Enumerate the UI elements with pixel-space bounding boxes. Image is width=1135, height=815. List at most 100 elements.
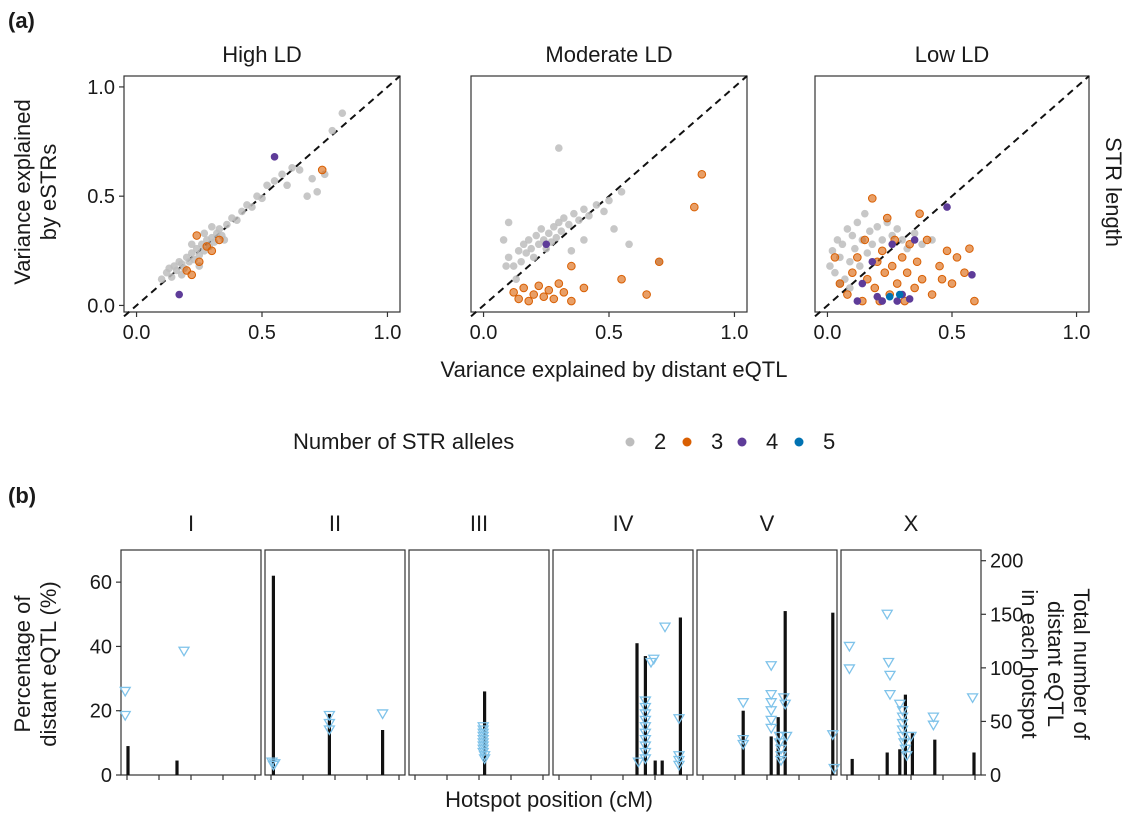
data-point-2-alleles [866, 227, 874, 235]
data-point-2-alleles [519, 240, 528, 249]
hotspot-bar [903, 694, 907, 775]
hotspot-triangle [774, 755, 788, 767]
hotspot-triangle [843, 641, 856, 653]
data-point-4-alleles [878, 297, 887, 305]
facet-panel-border [470, 75, 748, 313]
data-point-2-alleles [522, 249, 530, 257]
data-point-2-alleles [910, 229, 919, 238]
data-point-5-alleles [895, 290, 904, 299]
y-tick-label: 100 [990, 658, 1023, 680]
legend-key-dot [682, 437, 692, 447]
data-point-3-alleles [887, 261, 897, 271]
scatter-facet-3: Low LD 0.0 0.5 1.0 [814, 42, 1091, 344]
facet-panel-border [123, 75, 401, 313]
scatter-facet-2: Moderate LD 0.0 0.5 1.0 [470, 42, 749, 344]
x-tick-label: 1.0 [374, 322, 402, 344]
legend-entry-label: 3 [711, 429, 723, 454]
x-tick-label: 0.0 [814, 322, 842, 344]
hotspot-triangle [639, 747, 652, 759]
data-point-2-alleles [527, 244, 536, 253]
data-point-2-alleles [610, 225, 618, 233]
data-point-2-alleles [585, 212, 593, 220]
data-point-2-alleles [625, 240, 633, 249]
data-point-3-alleles [882, 213, 892, 223]
data-point-3-alleles [559, 288, 569, 297]
hotspot-triangle [843, 664, 856, 675]
data-point-2-alleles [846, 284, 854, 292]
data-point-3-alleles [524, 296, 534, 306]
hotspot-triangle [477, 725, 490, 736]
chromosome-title: III [470, 511, 488, 536]
data-point-2-alleles [846, 257, 854, 266]
data-point-4-alleles [888, 240, 897, 249]
hotspot-right-axis: 0 50 100 150 200 [981, 551, 1023, 787]
legend-entry: 2 [625, 429, 666, 454]
hotspot-x-axis-title: Hotspot position (cM) [445, 787, 653, 812]
chromosome-facet-V: V [696, 511, 841, 780]
hotspot-triangle [896, 725, 909, 736]
data-point-3-alleles [877, 246, 887, 256]
data-point-3-alleles [863, 274, 872, 284]
hotspot-triangle [765, 689, 778, 701]
data-point-2-alleles [514, 247, 523, 255]
data-point-3-alleles [579, 283, 589, 293]
data-point-2-alleles [512, 275, 520, 284]
data-point-2-alleles [295, 166, 304, 174]
data-point-2-alleles [504, 253, 513, 262]
data-point-2-alleles [552, 233, 561, 242]
hotspot-triangle [881, 609, 894, 621]
data-point-3-alleles [897, 253, 907, 262]
legend: Number of STR alleles 2 3 4 5 [293, 429, 835, 454]
data-point-3-alleles [910, 283, 919, 293]
scatter-y-axis-title: Variance explained by eSTRs [10, 99, 61, 285]
data-point-2-alleles [544, 229, 553, 238]
legend-key-dot [794, 437, 804, 447]
data-point-3-alleles [853, 253, 862, 262]
data-point-2-alleles [861, 209, 869, 218]
scatter-x-axis-title: Variance explained by distant eQTL [441, 357, 788, 382]
data-point-2-alleles [853, 218, 862, 227]
hotspot-left-axis: 0 20 40 60 [90, 572, 121, 787]
data-point-2-alleles [524, 236, 533, 244]
data-point-2-alleles [580, 236, 588, 244]
data-point-2-alleles [826, 262, 834, 270]
y-tick-label: 0.5 [87, 186, 115, 208]
hotspot-triangle [177, 646, 191, 658]
hotspot-right-axis-title: Total number of distant eQTL in each hot… [1017, 588, 1094, 741]
hotspot-triangle [896, 731, 909, 743]
hotspot-triangle [765, 723, 778, 735]
legend-key-dot [625, 437, 635, 447]
hotspot-bar [635, 643, 639, 775]
data-point-3-alleles [654, 257, 664, 267]
facet-title: Moderate LD [545, 42, 672, 67]
data-point-2-alleles [278, 170, 286, 179]
hotspot-triangle [639, 715, 652, 727]
hotspot-triangle [900, 751, 913, 762]
data-point-2-alleles [567, 247, 576, 255]
data-point-2-alleles [263, 181, 271, 190]
hotspot-triangle [737, 698, 750, 709]
chromosome-facet-X: X [840, 511, 982, 780]
chromosome-title: IV [613, 511, 634, 536]
hotspot-bar [831, 612, 835, 775]
data-point-2-alleles [898, 236, 906, 244]
data-point-3-alleles [192, 231, 202, 240]
hotspot-triangle [639, 728, 652, 739]
data-point-3-alleles [905, 239, 914, 249]
hotspot-bar [678, 617, 682, 775]
y-tick-label: 40 [90, 636, 112, 658]
legend-entry: 4 [737, 429, 778, 454]
data-point-4-alleles [873, 292, 882, 301]
data-point-3-alleles [534, 281, 544, 291]
hotspot-bar [933, 739, 937, 775]
data-point-4-alleles [270, 153, 279, 161]
data-point-3-alleles [697, 170, 707, 179]
data-point-3-alleles [642, 290, 651, 299]
x-tick-label: 0.5 [595, 322, 623, 344]
x-tick-label: 0.0 [470, 322, 498, 344]
data-point-2-alleles [557, 227, 566, 235]
hotspot-bar [126, 746, 130, 775]
hotspot-triangle [883, 670, 897, 682]
chromosome-facet-I: I [119, 511, 262, 780]
